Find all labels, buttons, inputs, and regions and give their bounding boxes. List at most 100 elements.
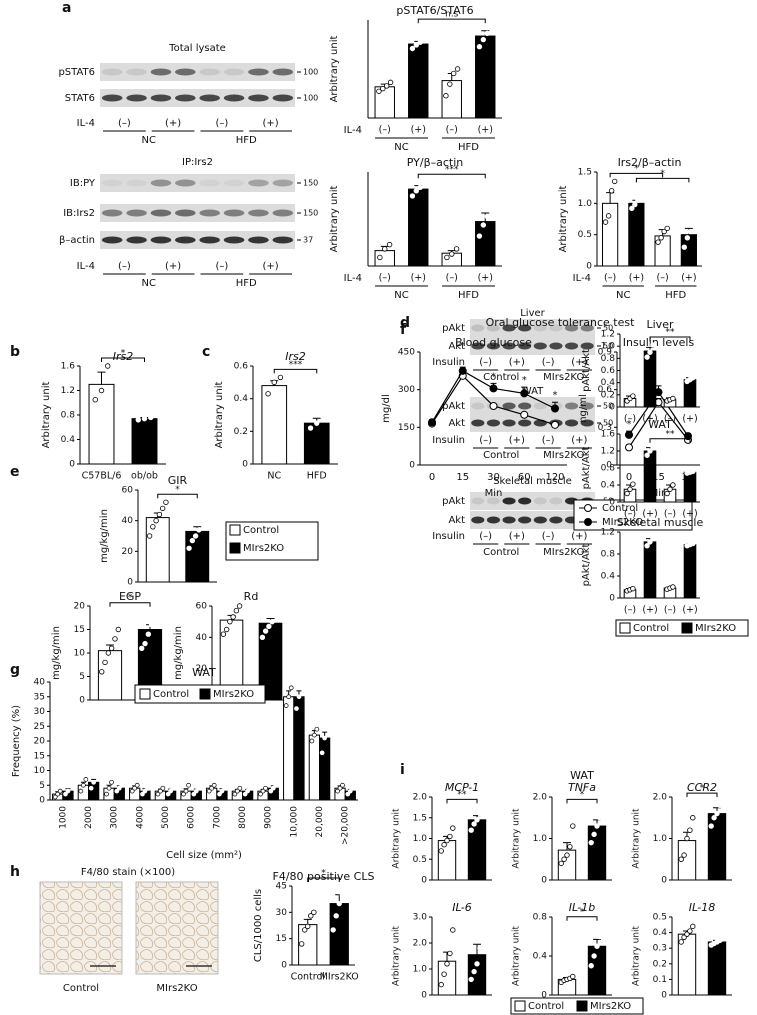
data-point: [217, 791, 222, 797]
data-point: [630, 481, 636, 487]
group-axis-label: IL-4: [344, 273, 362, 284]
mw-label: 150: [303, 209, 318, 218]
x-tick-label: (–): [604, 273, 616, 284]
data-point: [104, 791, 109, 797]
y-tick-label: 0.4: [653, 928, 668, 938]
legend-swatch: [229, 524, 241, 536]
data-point: [611, 178, 618, 185]
x-tick-label: (–): [624, 414, 636, 425]
band: [223, 179, 245, 187]
data-point: [271, 379, 277, 386]
band: [486, 324, 500, 332]
x-tick-label: (–): [446, 273, 458, 284]
y-tick-label: 0: [606, 461, 612, 471]
panel-letter: f: [400, 322, 407, 338]
significance-label: *: [128, 593, 133, 603]
group-label: HFD: [665, 290, 686, 301]
band: [533, 497, 547, 505]
y-tick-label: 0.3: [653, 944, 667, 954]
y-tick-label: 300: [398, 385, 415, 395]
blot-strip: [470, 511, 595, 529]
data-point: [189, 537, 196, 544]
data-point: [450, 825, 456, 831]
band: [199, 209, 220, 217]
y-axis-label: ng/ml: [578, 394, 589, 423]
data-point: [145, 785, 150, 791]
y-tick-label: 45: [276, 882, 287, 892]
chart-title: GIR: [168, 474, 188, 487]
data-point: [720, 798, 726, 804]
blot-row-label: Akt: [448, 341, 465, 352]
data-point: [380, 85, 386, 92]
y-tick-label: 0.2: [601, 390, 615, 400]
data-point: [444, 961, 450, 967]
data-point: [588, 963, 594, 969]
chart-suptitle: WAT: [570, 769, 594, 782]
data-point: [447, 950, 453, 957]
x-tick-label: 60: [518, 472, 531, 483]
data-point: [305, 923, 311, 930]
significance-bracket: [273, 368, 318, 374]
y-axis-label: mg/kg/min: [99, 509, 110, 563]
marker: [551, 420, 559, 429]
significance-label: *: [175, 485, 180, 495]
data-point: [68, 782, 73, 788]
band: [502, 419, 516, 427]
data-point: [232, 791, 238, 797]
chart-suptitle: Oral glucose tolerance test: [486, 316, 635, 329]
data-point: [340, 782, 345, 788]
band: [518, 419, 532, 427]
chart-title: IL-18: [689, 901, 716, 914]
band: [272, 179, 294, 187]
x-tick-label: HFD: [307, 471, 327, 482]
data-point: [277, 374, 284, 381]
blot-row-label: pSTAT6: [58, 67, 95, 78]
blot-strip: [470, 414, 595, 432]
y-axis-label: pAkt/Akt: [581, 349, 592, 392]
condition: (–): [118, 118, 131, 129]
y-tick-label: 1.5: [578, 168, 592, 178]
data-point: [222, 785, 227, 791]
data-point: [265, 391, 271, 397]
data-point: [319, 750, 325, 756]
y-tick-label: 20: [122, 547, 134, 557]
data-point: [339, 892, 345, 898]
mw-label: 150: [303, 179, 318, 188]
data-point: [608, 188, 615, 194]
data-point: [453, 246, 460, 252]
bar: [441, 80, 462, 119]
x-tick-label: 5000: [161, 806, 171, 829]
y-axis-label: Arbitrary unit: [512, 925, 522, 986]
data-point: [168, 788, 173, 794]
data-point: [92, 396, 98, 403]
y-axis-label: mg/dl: [381, 394, 392, 423]
legend-swatch: [139, 688, 151, 700]
micrograph: [135, 881, 219, 975]
significance-bracket: [566, 916, 598, 921]
legend-box: [225, 521, 319, 561]
band: [248, 236, 269, 244]
mw-label: 50: [603, 324, 613, 333]
data-point: [600, 804, 606, 811]
y-tick-label: 0.1: [653, 975, 667, 985]
data-point: [233, 608, 240, 614]
chart-title: WAT: [192, 666, 216, 679]
x-tick-label: 30: [487, 472, 500, 483]
band: [126, 209, 147, 217]
treatment-label: IL-4: [77, 261, 95, 272]
blot-row-label: Akt: [448, 515, 465, 526]
x-tick-label: (–): [657, 273, 669, 284]
data-point: [474, 817, 480, 823]
band: [248, 179, 269, 187]
data-point: [296, 694, 302, 700]
data-point: [116, 785, 122, 791]
data-point: [330, 927, 336, 933]
y-tick-label: 0.4: [234, 394, 249, 404]
bar: [88, 781, 100, 801]
y-tick-label: 0.8: [61, 411, 76, 421]
y-tick-label: 0.8: [533, 913, 548, 923]
data-point: [312, 732, 317, 738]
y-axis-label: mg/kg/min: [173, 626, 184, 680]
x-axis-label: Cell size (mm²): [166, 850, 242, 861]
marker: [625, 430, 633, 439]
